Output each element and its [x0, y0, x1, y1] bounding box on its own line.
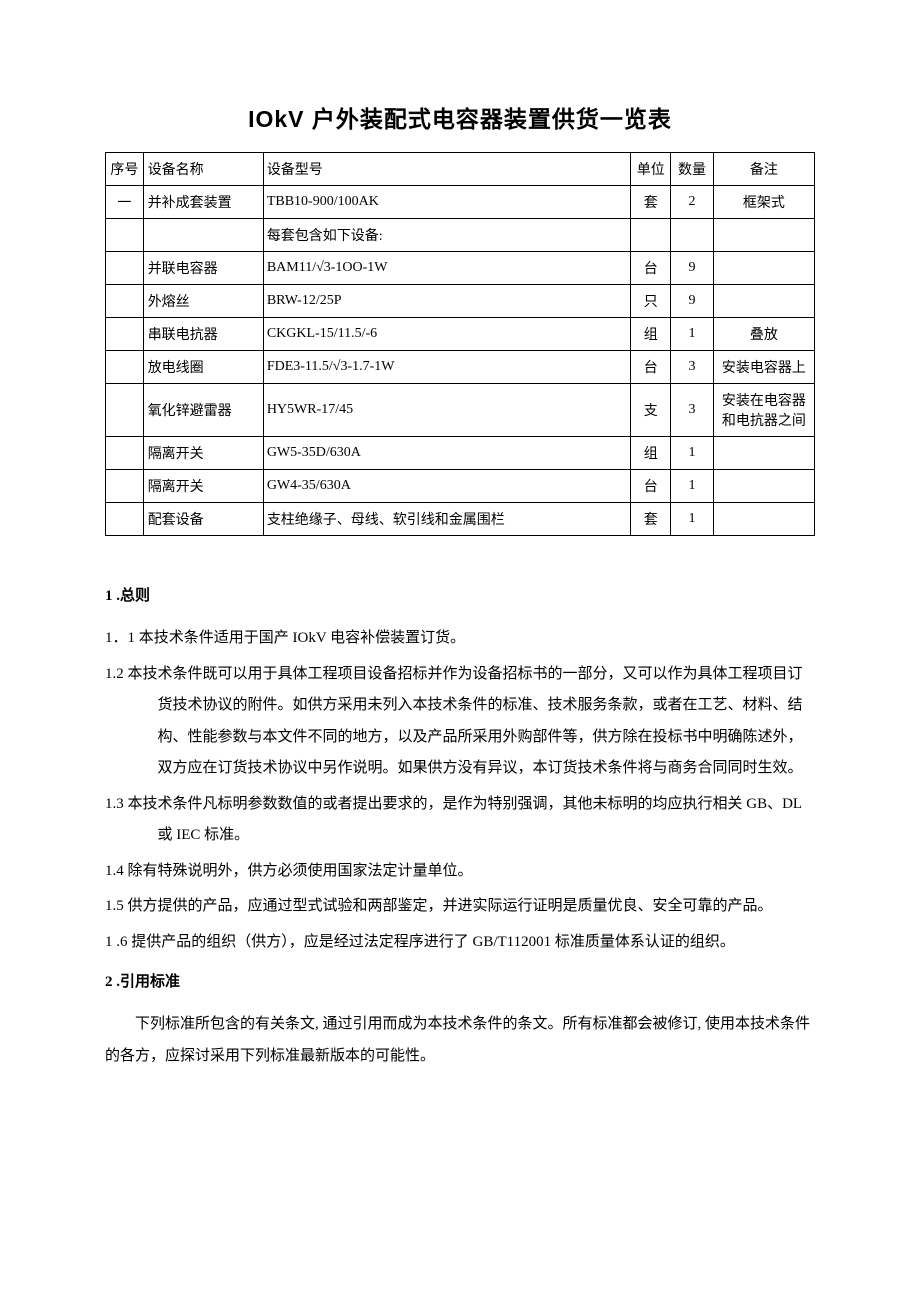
cell-name: 串联电抗器	[143, 318, 263, 351]
cell-seq: 一	[106, 186, 144, 219]
cell-name: 隔离开关	[143, 437, 263, 470]
header-qty: 数量	[671, 153, 713, 186]
cell-unit: 支	[631, 384, 671, 437]
cell-qty: 1	[671, 318, 713, 351]
cell-note: 安装在电容器和电抗器之间	[713, 384, 814, 437]
cell-note: 框架式	[713, 186, 814, 219]
cell-note	[713, 285, 814, 318]
cell-unit: 台	[631, 470, 671, 503]
cell-unit: 组	[631, 318, 671, 351]
supply-table: 序号 设备名称 设备型号 单位 数量 备注 一 并补成套装置 TBB10-900…	[105, 152, 815, 536]
cell-model: GW5-35D/630A	[263, 437, 630, 470]
header-model: 设备型号	[263, 153, 630, 186]
cell-seq	[106, 437, 144, 470]
cell-qty: 1	[671, 503, 713, 536]
table-row: 一 并补成套装置 TBB10-900/100AK 套 2 框架式	[106, 186, 815, 219]
table-row: 并联电容器 BAM11/√3-1OO-1W 台 9	[106, 252, 815, 285]
cell-qty: 9	[671, 252, 713, 285]
cell-unit: 台	[631, 252, 671, 285]
cell-name: 隔离开关	[143, 470, 263, 503]
cell-seq	[106, 318, 144, 351]
cell-unit: 台	[631, 351, 671, 384]
cell-seq	[106, 285, 144, 318]
cell-seq	[106, 252, 144, 285]
table-row: 隔离开关 GW4-35/630A 台 1	[106, 470, 815, 503]
header-seq: 序号	[106, 153, 144, 186]
header-note: 备注	[713, 153, 814, 186]
cell-model: 每套包含如下设备:	[263, 219, 630, 252]
section-1-item-4: 1.4 除有特殊说明外，供方必须使用国家法定计量单位。	[105, 856, 815, 888]
cell-note	[713, 503, 814, 536]
cell-seq	[106, 384, 144, 437]
table-row: 放电线圈 FDE3-11.5/√3-1.7-1W 台 3 安装电容器上	[106, 351, 815, 384]
page-title: IOkV 户外装配式电容器装置供货一览表	[105, 100, 815, 134]
cell-model: 支柱绝缘子、母线、软引线和金属围栏	[263, 503, 630, 536]
cell-qty: 9	[671, 285, 713, 318]
cell-model: BRW-12/25P	[263, 285, 630, 318]
table-row: 串联电抗器 CKGKL-15/11.5/-6 组 1 叠放	[106, 318, 815, 351]
cell-unit: 只	[631, 285, 671, 318]
cell-note: 安装电容器上	[713, 351, 814, 384]
section-1-item-5: 1.5 供方提供的产品，应通过型式试验和两部鉴定，并进实际运行证明是质量优良、安…	[105, 891, 815, 923]
table-header-row: 序号 设备名称 设备型号 单位 数量 备注	[106, 153, 815, 186]
table-row: 隔离开关 GW5-35D/630A 组 1	[106, 437, 815, 470]
cell-name: 外熔丝	[143, 285, 263, 318]
cell-note	[713, 437, 814, 470]
cell-model: FDE3-11.5/√3-1.7-1W	[263, 351, 630, 384]
cell-name	[143, 219, 263, 252]
cell-seq	[106, 470, 144, 503]
cell-seq	[106, 503, 144, 536]
cell-model: HY5WR-17/45	[263, 384, 630, 437]
cell-note: 叠放	[713, 318, 814, 351]
section-2-body: 下列标准所包含的有关条文, 通过引用而成为本技术条件的条文。所有标准都会被修订,…	[105, 1009, 815, 1072]
cell-unit: 套	[631, 503, 671, 536]
table-body: 一 并补成套装置 TBB10-900/100AK 套 2 框架式 每套包含如下设…	[106, 186, 815, 536]
cell-note	[713, 219, 814, 252]
cell-qty: 2	[671, 186, 713, 219]
cell-unit: 套	[631, 186, 671, 219]
header-unit: 单位	[631, 153, 671, 186]
section-1-item-2: 1.2 本技术条件既可以用于具体工程项目设备招标并作为设备招标书的一部分，又可以…	[105, 659, 815, 785]
table-row: 每套包含如下设备:	[106, 219, 815, 252]
section-1-item-6: 1 .6 提供产品的组织（供方），应是经过法定程序进行了 GB/T112001 …	[105, 927, 815, 959]
cell-seq	[106, 351, 144, 384]
header-name: 设备名称	[143, 153, 263, 186]
cell-name: 放电线圈	[143, 351, 263, 384]
cell-qty: 1	[671, 437, 713, 470]
cell-model: TBB10-900/100AK	[263, 186, 630, 219]
cell-note	[713, 470, 814, 503]
table-row: 配套设备 支柱绝缘子、母线、软引线和金属围栏 套 1	[106, 503, 815, 536]
cell-qty: 3	[671, 351, 713, 384]
cell-name: 并补成套装置	[143, 186, 263, 219]
cell-seq	[106, 219, 144, 252]
cell-name: 氧化锌避雷器	[143, 384, 263, 437]
table-row: 氧化锌避雷器 HY5WR-17/45 支 3 安装在电容器和电抗器之间	[106, 384, 815, 437]
section-1-item-3: 1.3 本技术条件凡标明参数数值的或者提出要求的，是作为特别强调，其他未标明的均…	[105, 789, 815, 852]
cell-name: 并联电容器	[143, 252, 263, 285]
section-1-item-1: 1．1 本技术条件适用于国产 IOkV 电容补偿装置订货。	[105, 623, 815, 655]
cell-qty: 3	[671, 384, 713, 437]
section-1-heading: 1 .总则	[105, 584, 815, 605]
cell-unit: 组	[631, 437, 671, 470]
cell-model: CKGKL-15/11.5/-6	[263, 318, 630, 351]
cell-unit	[631, 219, 671, 252]
cell-model: GW4-35/630A	[263, 470, 630, 503]
section-2-heading: 2 .引用标准	[105, 970, 815, 991]
cell-note	[713, 252, 814, 285]
cell-name: 配套设备	[143, 503, 263, 536]
cell-qty: 1	[671, 470, 713, 503]
cell-qty	[671, 219, 713, 252]
cell-model: BAM11/√3-1OO-1W	[263, 252, 630, 285]
table-row: 外熔丝 BRW-12/25P 只 9	[106, 285, 815, 318]
